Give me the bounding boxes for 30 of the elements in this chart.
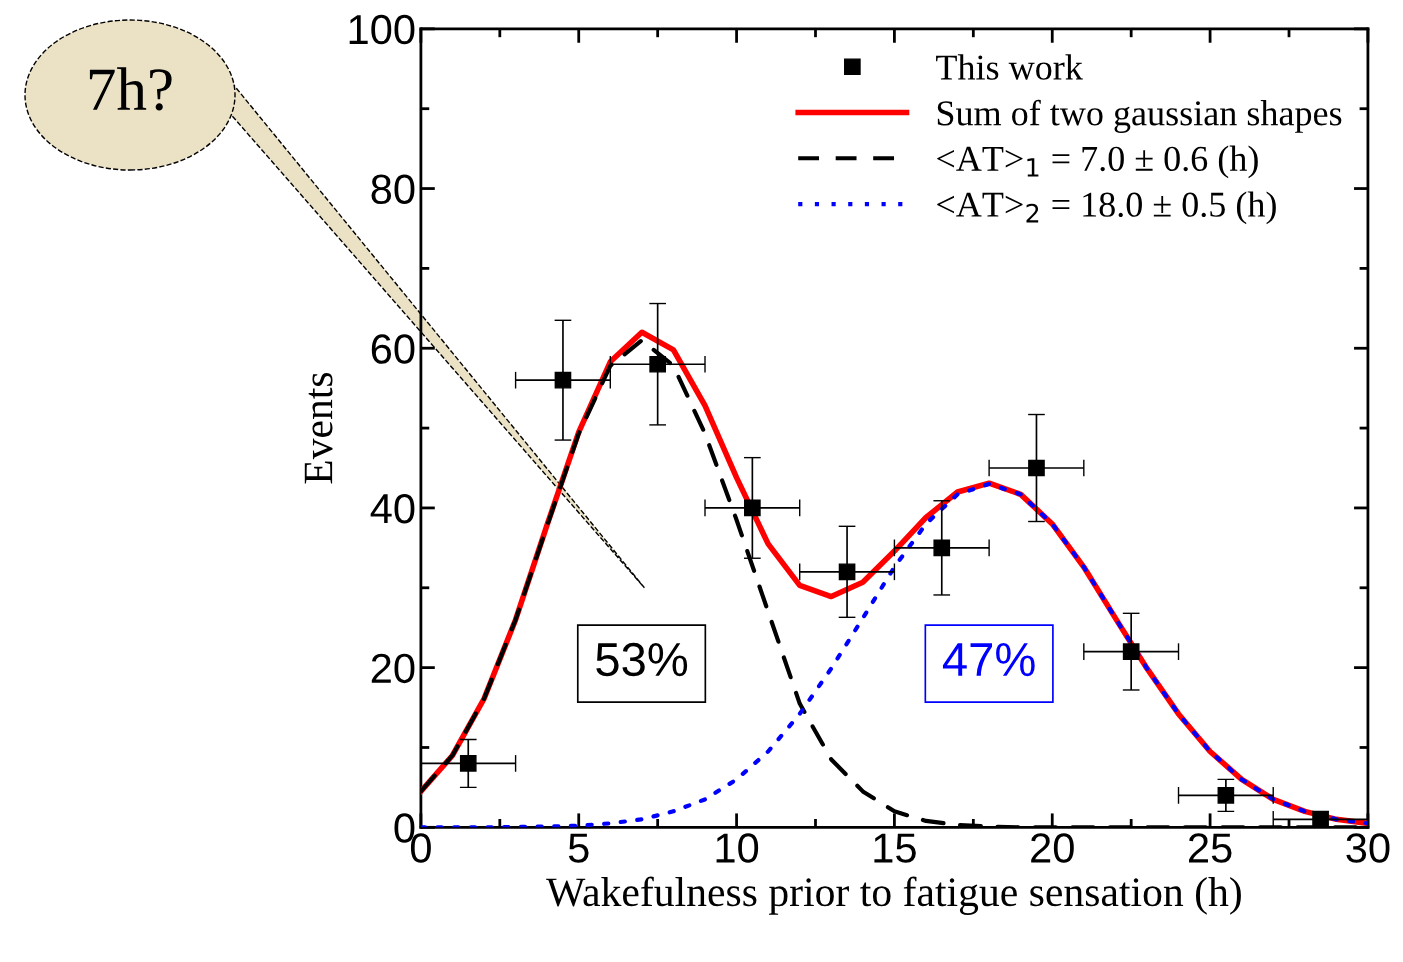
legend-label: <AT>$_{2}$ = 18.0 ± 0.5 (h) [937,191,1276,225]
point [838,563,856,581]
point [1217,787,1235,804]
point [933,539,951,557]
y-tick-label: 40 [370,493,415,524]
x-tick-label: 25 [1189,833,1232,863]
point [1028,459,1045,477]
x-axis-title: Wakefulness prior to fatigue sensation (h) [546,876,1241,915]
y-tick-label: 20 [371,653,415,684]
y-axis-title: Events [304,372,333,484]
x-tick-label: 10 [716,833,759,863]
legend-label: Sum of two gaussian shapes [937,99,1342,133]
x-tick-label: 20 [1031,833,1074,863]
point [554,371,572,389]
legend-label: <AT>$_{1}$ = 7.0 ± 0.6 (h) [937,145,1258,179]
point [744,499,761,517]
x-tick-label: 15 [874,833,916,863]
point [459,755,477,772]
point [1122,643,1140,660]
y-tick-label: 60 [371,334,415,364]
x-tick-label: 30 [1346,833,1390,863]
x-tick-label: 5 [568,833,589,863]
y-tick-label: 100 [349,14,415,45]
point [1312,811,1329,828]
legend-label: This work [936,54,1083,80]
annotation: 47% [942,643,1035,677]
point [649,355,666,373]
text: 7h? [89,67,172,111]
y-tick-label: 80 [371,174,415,205]
annotation: 53% [596,642,688,677]
